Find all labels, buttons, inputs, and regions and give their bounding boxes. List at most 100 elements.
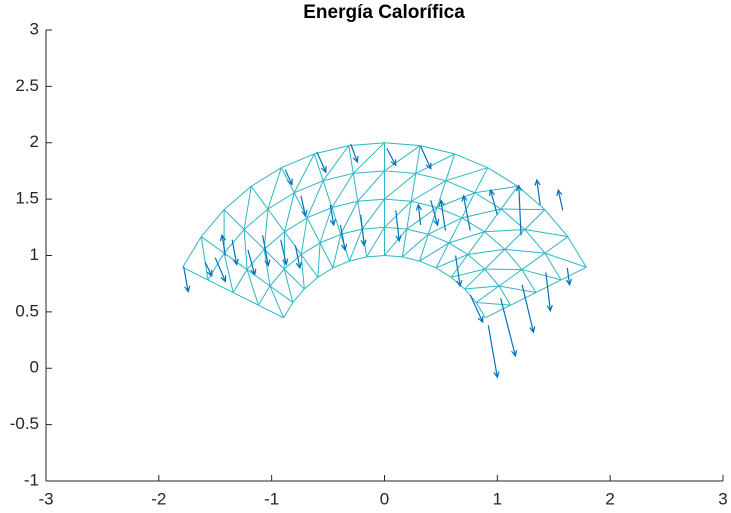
arrow [415, 203, 423, 226]
mesh-edge [402, 256, 420, 262]
mesh-edge [448, 217, 463, 244]
mesh-edge [461, 192, 476, 219]
mesh-edge [384, 198, 412, 202]
arrow [280, 239, 289, 266]
mesh-edge [269, 268, 285, 287]
mesh-edge [406, 201, 412, 230]
mesh-edge [306, 217, 321, 244]
mesh-edge [427, 207, 438, 235]
mesh-edge [428, 233, 450, 244]
mesh-edge [362, 226, 385, 230]
mesh-edge [406, 207, 438, 230]
mesh-edge [284, 192, 295, 232]
mesh-edge [517, 185, 546, 211]
mesh-edge [243, 208, 269, 230]
mesh-edge [331, 173, 354, 208]
mesh-edge [352, 173, 359, 202]
mesh-edge [322, 180, 333, 208]
mesh-edge [322, 145, 350, 181]
mesh-edge [243, 229, 265, 250]
mesh-edge [340, 201, 359, 235]
mesh-edge [281, 153, 315, 169]
mesh-edge [454, 153, 488, 169]
mesh-edge [267, 208, 285, 233]
mesh-edge [182, 266, 209, 281]
mesh-edge [207, 279, 234, 293]
mesh-edge [314, 145, 349, 155]
x-tick-label: -3 [38, 489, 53, 508]
mesh-edge [498, 269, 523, 287]
arrow [395, 210, 402, 243]
mesh-edge [349, 256, 367, 262]
mesh-edge [317, 242, 321, 278]
y-tick-label: 3 [30, 19, 39, 38]
mesh-edge [498, 285, 512, 306]
x-tick-label: -1 [264, 489, 279, 508]
mesh-edge [504, 229, 526, 250]
x-tick-label: 2 [605, 489, 614, 508]
arrow [386, 148, 397, 167]
mesh-edge [353, 170, 385, 174]
mesh-edge [500, 208, 526, 230]
x-tick-label: -2 [151, 489, 166, 508]
mesh-edge [484, 228, 525, 233]
mesh-edge [294, 180, 324, 194]
arrow [545, 272, 553, 313]
mesh-edge [384, 170, 416, 174]
mesh-edge [283, 268, 305, 290]
mesh-edge [498, 285, 536, 294]
mesh-edge [451, 268, 485, 278]
mesh-edge [544, 252, 587, 268]
mesh-edge [352, 142, 385, 174]
mesh-edge [319, 207, 333, 244]
mesh-edge [474, 192, 502, 210]
mesh-edge [410, 173, 417, 202]
arrow [515, 184, 523, 236]
mesh-edge [501, 208, 545, 211]
mesh-edge [445, 167, 488, 182]
x-tick-label: 3 [718, 489, 727, 508]
arrow [300, 195, 308, 218]
mesh-edge [250, 167, 282, 187]
arrow [454, 255, 463, 288]
arrow [461, 194, 471, 231]
mesh-edge [436, 192, 475, 208]
mesh-edge [475, 285, 500, 303]
mesh-edge [232, 292, 259, 306]
mesh-edge [521, 269, 562, 281]
mesh-edge [267, 167, 282, 210]
arrow [420, 145, 432, 170]
arrow [284, 169, 293, 186]
mesh-edge [415, 153, 455, 174]
mesh-edge [366, 255, 385, 258]
mesh-edge [504, 248, 545, 254]
mesh-edge [232, 269, 248, 293]
mesh-edge [484, 268, 500, 287]
x-tick-label: 0 [380, 489, 389, 508]
mesh-edge [435, 267, 452, 278]
arrow [360, 214, 367, 247]
mesh-edge [263, 208, 269, 250]
mesh-edge [250, 185, 269, 210]
mesh-edge [524, 229, 546, 254]
mesh-edge [406, 228, 429, 235]
mesh-edge [303, 276, 319, 290]
mesh-edge [419, 234, 429, 262]
mesh-edge [361, 198, 385, 230]
mesh-edge [464, 268, 486, 290]
mesh-edge [484, 248, 506, 270]
mesh-edge [560, 266, 587, 281]
mesh-edge [419, 242, 450, 262]
mesh-edge [340, 228, 363, 235]
mesh-edge [313, 153, 324, 181]
mesh-edge [544, 209, 569, 237]
mesh-edge [567, 236, 587, 268]
mesh-edge [267, 192, 295, 210]
mesh-edge [521, 269, 537, 293]
mesh-edge [415, 145, 421, 174]
mesh-edge [300, 254, 319, 278]
mesh-edge [484, 231, 506, 250]
y-tick-label: 0 [30, 358, 39, 377]
mesh-edge [411, 200, 438, 208]
